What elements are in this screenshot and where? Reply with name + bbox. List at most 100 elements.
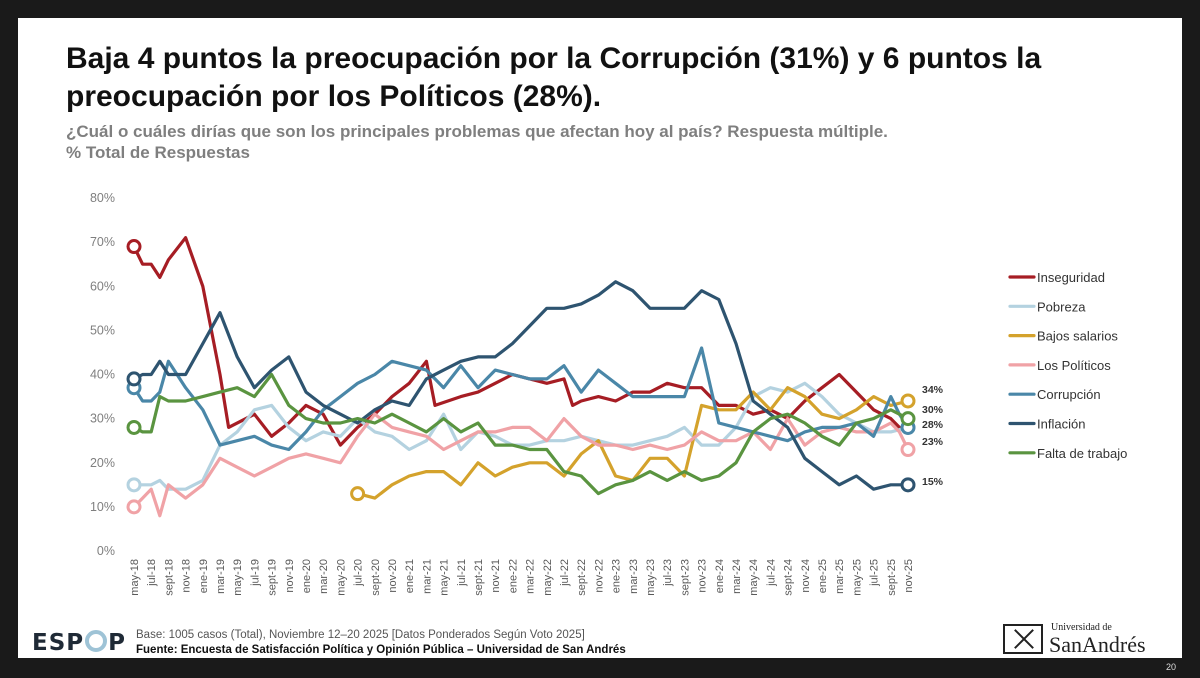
series-end-label: 30%: [922, 404, 944, 416]
x-tick-label: ene-23: [611, 559, 623, 593]
series-start-marker: [126, 371, 142, 387]
x-tick-label: may-25: [851, 559, 863, 596]
x-tick-label: jul-23: [662, 559, 674, 587]
series-end-marker: [900, 477, 916, 493]
slide: Baja 4 puntos la preocupación por la Cor…: [18, 18, 1182, 658]
series-end-label: 15%: [922, 476, 944, 488]
x-tick-label: ene-25: [817, 559, 829, 593]
x-tick-label: sept-20: [370, 559, 382, 596]
series-start-marker: [126, 499, 142, 515]
legend-label: Los Políticos: [1037, 358, 1111, 373]
x-tick-label: sept-19: [267, 559, 279, 596]
series-lines: [132, 236, 910, 518]
x-tick-label: sept-22: [576, 559, 588, 596]
series-line: [132, 280, 910, 491]
x-tick-label: sept-18: [163, 559, 175, 596]
x-tick-label: nov-19: [284, 559, 296, 593]
x-tick-label: nov-22: [593, 559, 605, 593]
series-line: [132, 346, 910, 452]
y-tick-label: 20%: [90, 456, 115, 470]
x-tick-label: sept-25: [886, 559, 898, 596]
y-tick-label: 60%: [90, 279, 115, 293]
chart-subtitle: ¿Cuál o cuáles dirías que son los princi…: [66, 121, 1146, 163]
series-line: [132, 372, 910, 496]
x-tick-label: jul-18: [146, 559, 158, 587]
x-tick-label: nov-18: [181, 559, 193, 593]
series-line: [132, 412, 910, 518]
x-tick-label: nov-20: [387, 559, 399, 593]
legend-label: Pobreza: [1037, 299, 1086, 314]
x-tick-label: nov-24: [800, 559, 812, 593]
y-tick-label: 50%: [90, 323, 115, 337]
x-tick-label: sept-24: [783, 559, 795, 596]
footer-notes: Base: 1005 casos (Total), Noviembre 12–2…: [136, 628, 626, 658]
x-tick-label: sept-21: [473, 559, 485, 596]
chart-title: Baja 4 puntos la preocupación por la Cor…: [66, 42, 1042, 113]
legend-label: Falta de trabajo: [1037, 446, 1127, 461]
x-tick-label: mar-24: [731, 559, 743, 594]
page-number: 20: [1166, 662, 1177, 672]
series-start-marker: [126, 419, 142, 435]
series-end-label: 28%: [922, 419, 944, 431]
line-chart: 0% 10% 20% 30% 40% 50% 60% 70% 80% may-18 jul-18 s…: [90, 191, 1127, 596]
end-markers: 34% 23% 28% 15% 30%: [126, 239, 944, 515]
espop-logo: ESP P: [32, 630, 126, 656]
x-tick-label: nov-25: [903, 559, 915, 593]
x-tick-label: ene-20: [301, 559, 313, 593]
series-end-label: 23%: [922, 436, 944, 448]
footer-source: Fuente: Encuesta de Satisfacción Polític…: [136, 644, 626, 656]
x-tick-label: jul-19: [249, 559, 261, 587]
x-tick-label: mar-25: [834, 559, 846, 594]
y-tick-label: 0%: [97, 544, 115, 558]
y-axis: 0% 10% 20% 30% 40% 50% 60% 70% 80%: [90, 191, 115, 558]
series-end-marker: [900, 442, 916, 458]
x-tick-label: jul-20: [353, 559, 365, 587]
x-tick-label: mar-20: [318, 559, 330, 594]
y-tick-label: 30%: [90, 412, 115, 426]
x-tick-label: jul-24: [765, 559, 777, 587]
series-end-marker: [900, 411, 916, 427]
university-small-text: Universidad de: [1051, 622, 1112, 633]
y-tick-label: 10%: [90, 500, 115, 514]
x-tick-label: sept-23: [679, 559, 691, 596]
legend: Inseguridad Pobreza Bajos salarios Los Polí…: [1008, 270, 1127, 461]
x-tick-label: may-22: [542, 559, 554, 596]
subtitle-unit: % Total de Respuestas: [66, 143, 250, 162]
x-tick-label: may-23: [645, 559, 657, 596]
university-logo: Universidad de SanAndrés: [1003, 622, 1168, 658]
x-tick-label: nov-23: [697, 559, 709, 593]
logo-ring-icon: [85, 630, 108, 652]
university-name: SanAndrés: [1049, 632, 1146, 657]
x-tick-label: may-19: [232, 559, 244, 596]
y-tick-label: 70%: [90, 235, 115, 249]
x-tick-label: ene-24: [714, 559, 726, 593]
x-tick-label: may-20: [335, 559, 347, 596]
legend-label: Corrupción: [1037, 387, 1101, 402]
legend-label: Bajos salarios: [1037, 329, 1118, 344]
series-end-marker: [900, 393, 916, 409]
footer-base: Base: 1005 casos (Total), Noviembre 12–2…: [136, 629, 585, 641]
x-axis: may-18 jul-18 sept-18 nov-18 ene-19 mar-19 may…: [129, 559, 915, 596]
x-tick-label: jul-25: [869, 559, 881, 587]
subtitle-question: ¿Cuál o cuáles dirías que son los princi…: [66, 122, 888, 141]
legend-label: Inseguridad: [1037, 270, 1105, 285]
x-tick-label: mar-22: [525, 559, 537, 594]
x-tick-label: ene-22: [507, 559, 519, 593]
series-start-marker: [350, 486, 366, 502]
x-tick-label: may-24: [748, 559, 760, 596]
series-start-marker: [126, 239, 142, 255]
x-tick-label: mar-19: [215, 559, 227, 594]
y-tick-label: 80%: [90, 191, 115, 205]
legend-label: Inflación: [1037, 417, 1085, 432]
x-tick-label: mar-23: [628, 559, 640, 594]
x-tick-label: ene-21: [404, 559, 416, 593]
y-tick-label: 40%: [90, 368, 115, 382]
x-tick-label: nov-21: [490, 559, 502, 593]
series-end-label: 34%: [922, 384, 944, 396]
x-tick-label: may-18: [129, 559, 141, 596]
series-line: [132, 381, 910, 491]
x-tick-label: jul-21: [456, 559, 468, 587]
x-tick-label: mar-21: [421, 559, 433, 594]
series-start-marker: [126, 477, 142, 493]
x-tick-label: ene-19: [198, 559, 210, 593]
